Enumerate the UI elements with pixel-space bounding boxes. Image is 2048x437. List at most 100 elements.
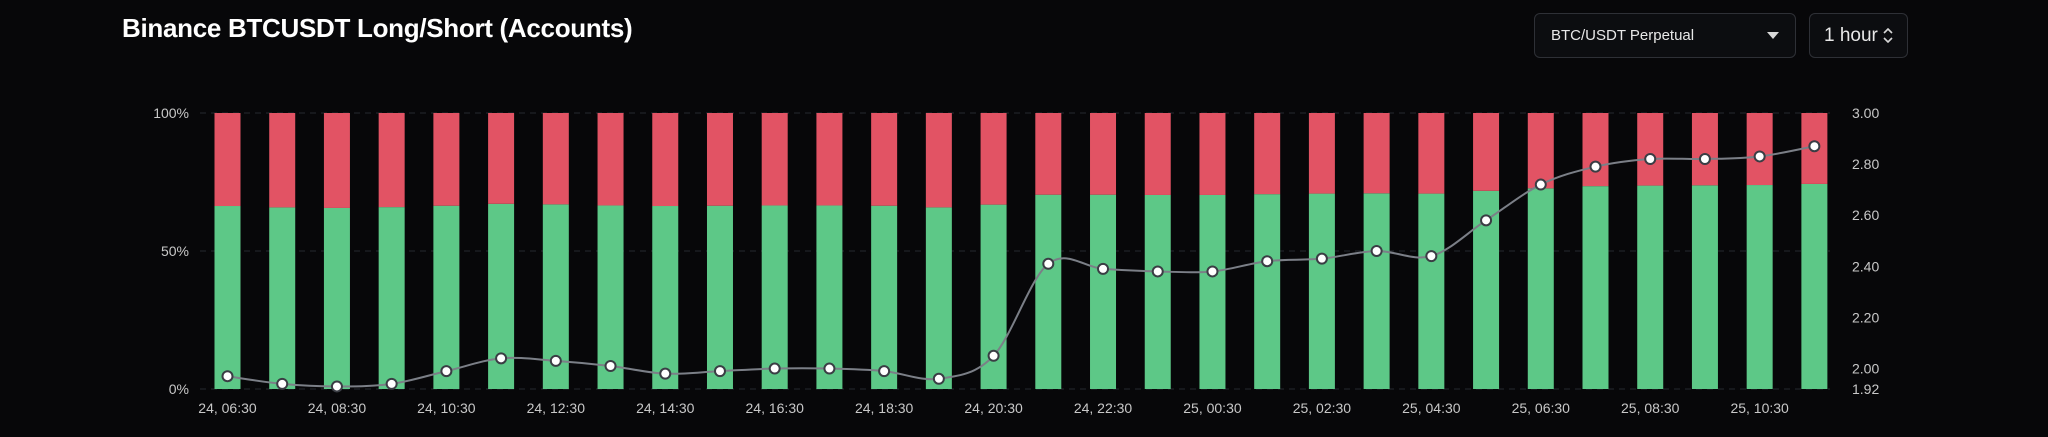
x-tick-label: 24, 22:30	[1074, 400, 1133, 416]
y-right-tick-label: 2.40	[1852, 258, 1879, 274]
market-select-value: BTC/USDT Perpetual	[1551, 27, 1695, 44]
ratio-point	[1589, 160, 1602, 173]
short-bar	[1199, 113, 1226, 195]
ratio-point	[1151, 265, 1164, 278]
interval-select-value: 1 hour	[1824, 24, 1878, 46]
y-right-tick-label: 2.80	[1852, 156, 1879, 172]
long-bar	[652, 206, 679, 389]
long-bar	[1801, 183, 1828, 389]
short-bar	[816, 113, 843, 206]
ratio-point	[823, 362, 836, 375]
ratio-point	[1534, 178, 1547, 191]
long-bar	[1254, 194, 1281, 389]
x-tick-label: 25, 04:30	[1402, 400, 1461, 416]
long-bar	[1308, 193, 1335, 389]
long-bar	[816, 205, 843, 389]
short-bar	[1363, 113, 1390, 194]
long-bar	[925, 207, 952, 389]
ratio-point	[1425, 250, 1438, 263]
ratio-point	[1480, 214, 1493, 227]
short-bar	[1144, 113, 1171, 195]
ratio-point	[440, 365, 453, 378]
short-bar	[542, 113, 569, 205]
long-bar	[378, 207, 405, 389]
long-bar	[1746, 185, 1773, 389]
short-bar	[269, 113, 296, 208]
x-tick-label: 25, 06:30	[1512, 400, 1571, 416]
y-right-tick-label: 3.00	[1852, 105, 1879, 121]
short-bar	[1582, 113, 1609, 187]
long-bar	[1090, 194, 1117, 389]
short-bar	[1308, 113, 1335, 194]
long-bar	[214, 206, 241, 389]
ratio-point	[1753, 150, 1766, 163]
long-bar	[1199, 194, 1226, 389]
long-bar	[269, 207, 296, 389]
ratio-point	[276, 377, 289, 390]
long-bar	[1363, 193, 1390, 389]
x-tick-label: 24, 06:30	[198, 400, 257, 416]
short-bar	[1473, 113, 1500, 191]
ratio-point	[495, 352, 508, 365]
ratio-point	[713, 365, 726, 378]
ratio-point	[987, 349, 1000, 362]
short-bar	[597, 113, 624, 206]
ratio-line	[227, 145, 1815, 388]
short-bar	[925, 113, 952, 208]
short-bar	[980, 113, 1007, 205]
ratio-point	[1644, 153, 1657, 165]
y-right-tick-label: 1.92	[1852, 381, 1879, 397]
ratio-point	[604, 360, 617, 372]
ratio-point	[1808, 140, 1821, 153]
short-bar	[871, 113, 898, 206]
ratio-point	[659, 367, 672, 380]
ratio-point	[1698, 153, 1711, 165]
x-tick-label: 24, 20:30	[964, 400, 1023, 416]
short-bar	[1691, 113, 1718, 186]
y-right-tick-label: 2.20	[1852, 309, 1879, 325]
long-bar	[323, 207, 350, 389]
x-tick-label: 24, 14:30	[636, 400, 695, 416]
short-bar	[1254, 113, 1281, 195]
ratio-point	[549, 354, 562, 367]
long-bar	[1035, 194, 1062, 389]
x-tick-label: 25, 00:30	[1183, 400, 1242, 416]
long-bar	[597, 205, 624, 389]
ratio-point	[1206, 265, 1219, 278]
ratio-point	[932, 372, 945, 385]
x-tick-label: 25, 02:30	[1293, 400, 1352, 416]
long-bar	[871, 205, 898, 389]
ratio-point	[768, 362, 781, 375]
x-tick-label: 24, 12:30	[527, 400, 586, 416]
long-bar	[1691, 185, 1718, 389]
y-left-tick-label: 0%	[169, 381, 189, 397]
long-bar	[433, 205, 460, 389]
short-bar	[323, 113, 350, 208]
ratio-point	[1315, 252, 1328, 265]
ratio-point	[330, 380, 343, 393]
ratio-point	[1097, 262, 1110, 275]
short-bar	[378, 113, 405, 208]
y-right-tick-label: 2.00	[1852, 361, 1879, 377]
x-tick-label: 24, 16:30	[746, 400, 805, 416]
x-tick-label: 24, 08:30	[308, 400, 367, 416]
x-tick-label: 24, 10:30	[417, 400, 476, 416]
short-bar	[706, 113, 733, 206]
short-bar	[1746, 113, 1773, 186]
chevron-down-icon	[1767, 32, 1779, 39]
short-bar	[1035, 113, 1062, 195]
short-bar	[761, 113, 788, 206]
ratio-point	[221, 370, 234, 383]
short-bar	[1418, 113, 1445, 194]
ratio-point	[1042, 257, 1055, 270]
ratio-point	[1370, 245, 1383, 257]
short-bar	[1527, 113, 1554, 189]
short-bar	[433, 113, 460, 206]
interval-select[interactable]: 1 hour	[1809, 13, 1908, 58]
market-select[interactable]: BTC/USDT Perpetual	[1534, 13, 1796, 58]
x-tick-label: 25, 08:30	[1621, 400, 1680, 416]
long-bar	[1144, 194, 1171, 389]
ratio-point	[1261, 255, 1274, 268]
short-bar	[488, 113, 515, 204]
